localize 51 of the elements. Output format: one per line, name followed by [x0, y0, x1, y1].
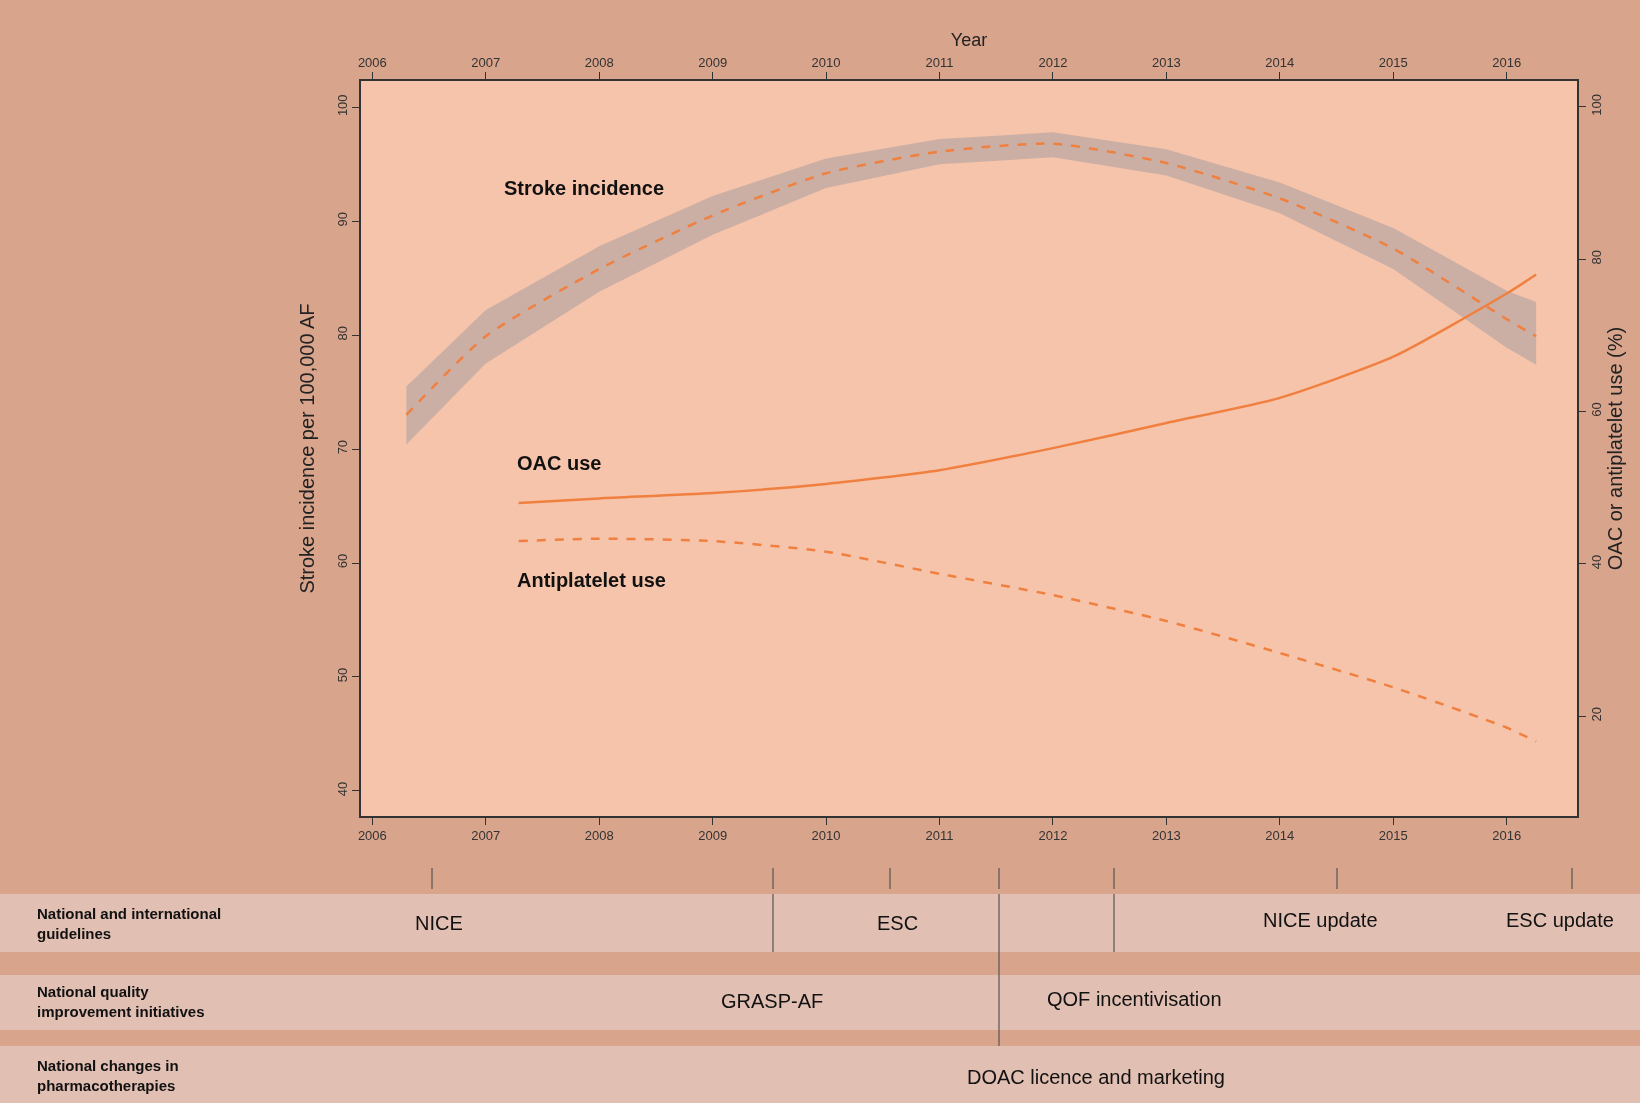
y2-axis-title: OAC or antiplatelet use (%)	[1604, 326, 1627, 571]
x-tick-label: 2011	[925, 55, 954, 71]
x2-tick-label: 2015	[1378, 828, 1408, 844]
y-tick-label: 80	[335, 325, 351, 341]
text: DOAC licence and marketing	[967, 1066, 1225, 1088]
x-tick-label: 2006	[357, 55, 387, 71]
x2-tick-label: 2011	[925, 828, 954, 844]
x2-axis-title: Year	[950, 29, 988, 50]
y2-tick-label: 100	[1589, 94, 1605, 116]
x-tick-label: 2012	[1038, 55, 1068, 71]
x-tick-label: 2015	[1378, 55, 1408, 71]
x-tick-label: 2007	[471, 55, 501, 71]
x-tick-label: 2008	[584, 55, 614, 71]
y-tick-label: 60	[335, 553, 351, 569]
y-tick-label: 40	[335, 781, 351, 797]
text: QOF incentivisation	[1047, 988, 1222, 1010]
x-tick-label: 2010	[811, 55, 841, 71]
text: NICE update	[1263, 909, 1378, 931]
y-tick-label: 70	[335, 439, 351, 455]
y-tick-label: 50	[335, 667, 351, 683]
line-series	[517, 537, 1538, 743]
text: National and international guidelines	[37, 905, 222, 942]
x-tick-label: 2013	[1151, 55, 1181, 71]
x-tick-label: 2016	[1492, 55, 1522, 71]
x2-tick-label: 2006	[357, 828, 387, 844]
y2-tick-label: 80	[1589, 250, 1605, 265]
text: ESC	[877, 912, 919, 934]
series-label: OAC use	[517, 452, 602, 474]
series-label: Stroke incidence	[504, 177, 665, 199]
x-tick-label: 2009	[698, 55, 728, 71]
x2-tick-label: 2014	[1265, 828, 1295, 844]
x2-tick-label: 2010	[811, 828, 841, 844]
x2-tick-label: 2012	[1038, 828, 1068, 844]
y2-tick-label: 60	[1589, 402, 1605, 417]
x2-tick-label: 2009	[698, 828, 728, 844]
text: National quality improvement initiatives	[37, 983, 205, 1020]
text: GRASP-AF	[721, 990, 824, 1012]
y-tick-label: 90	[335, 211, 351, 227]
y2-tick-label: 20	[1589, 707, 1605, 722]
text: NICE	[415, 912, 463, 934]
x2-tick-label: 2008	[584, 828, 614, 844]
text: National changes in pharmacotherapies	[37, 1057, 179, 1094]
x2-tick-label: 2016	[1492, 828, 1522, 844]
y-axis-title: Stroke incidence per 100,000 AF	[296, 303, 319, 594]
text: ESC update	[1506, 909, 1614, 931]
y-tick-label: 100	[335, 94, 351, 117]
y2-tick-label: 40	[1589, 554, 1605, 570]
x2-tick-label: 2007	[471, 828, 501, 844]
x-tick-label: 2014	[1265, 55, 1295, 71]
x2-tick-label: 2013	[1151, 828, 1181, 844]
series-label: Antiplatelet use	[517, 569, 666, 591]
